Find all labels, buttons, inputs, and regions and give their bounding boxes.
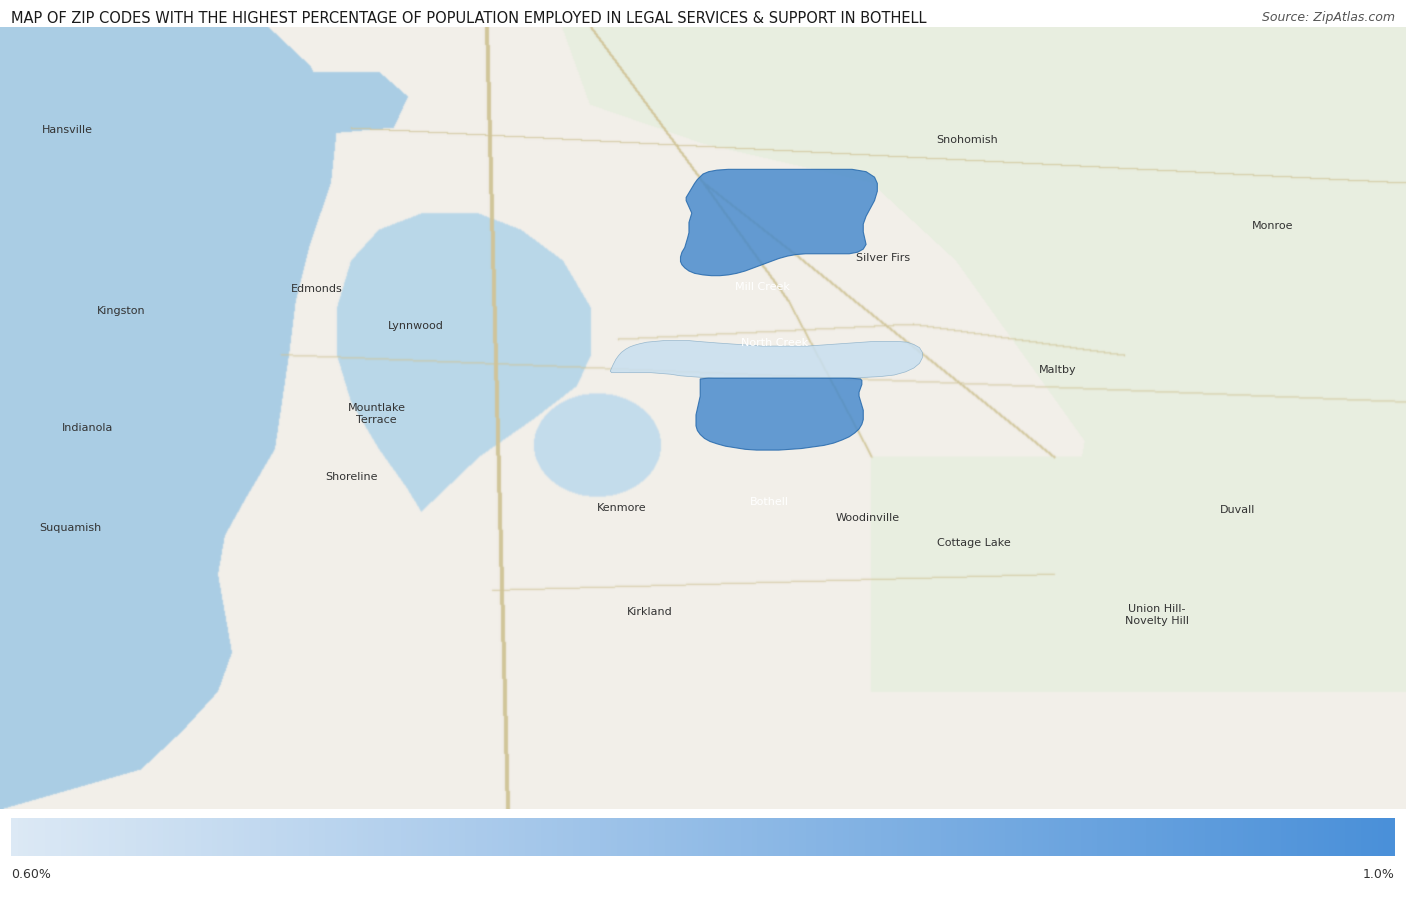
Text: Lynnwood: Lynnwood: [388, 321, 444, 331]
Text: Union Hill-
Novelty Hill: Union Hill- Novelty Hill: [1125, 604, 1189, 626]
Text: Mountlake
Terrace: Mountlake Terrace: [347, 404, 406, 425]
Text: Bothell: Bothell: [749, 497, 789, 507]
Text: Mill Creek: Mill Creek: [734, 281, 790, 291]
Text: Shoreline: Shoreline: [325, 472, 378, 482]
Text: Monroe: Monroe: [1251, 221, 1294, 231]
Text: Suquamish: Suquamish: [39, 522, 101, 532]
Text: 1.0%: 1.0%: [1362, 868, 1395, 880]
Text: MAP OF ZIP CODES WITH THE HIGHEST PERCENTAGE OF POPULATION EMPLOYED IN LEGAL SER: MAP OF ZIP CODES WITH THE HIGHEST PERCEN…: [11, 11, 927, 26]
Text: Maltby: Maltby: [1039, 364, 1076, 375]
Text: 0.60%: 0.60%: [11, 868, 51, 880]
Polygon shape: [610, 341, 922, 378]
Text: Kenmore: Kenmore: [596, 503, 647, 513]
Text: Source: ZipAtlas.com: Source: ZipAtlas.com: [1261, 11, 1395, 23]
Text: Kirkland: Kirkland: [627, 607, 672, 617]
Text: Indianola: Indianola: [62, 423, 112, 433]
Text: Cottage Lake: Cottage Lake: [938, 539, 1011, 548]
Polygon shape: [681, 169, 877, 276]
Text: Edmonds: Edmonds: [291, 284, 342, 294]
Text: Duvall: Duvall: [1219, 505, 1256, 515]
Text: Woodinville: Woodinville: [835, 513, 900, 523]
Text: Snohomish: Snohomish: [936, 135, 998, 145]
Text: Kingston: Kingston: [97, 306, 145, 316]
Text: North Creek: North Creek: [741, 338, 808, 348]
Text: Hansville: Hansville: [42, 125, 93, 135]
Text: Silver Firs: Silver Firs: [856, 253, 910, 263]
Polygon shape: [696, 378, 863, 450]
